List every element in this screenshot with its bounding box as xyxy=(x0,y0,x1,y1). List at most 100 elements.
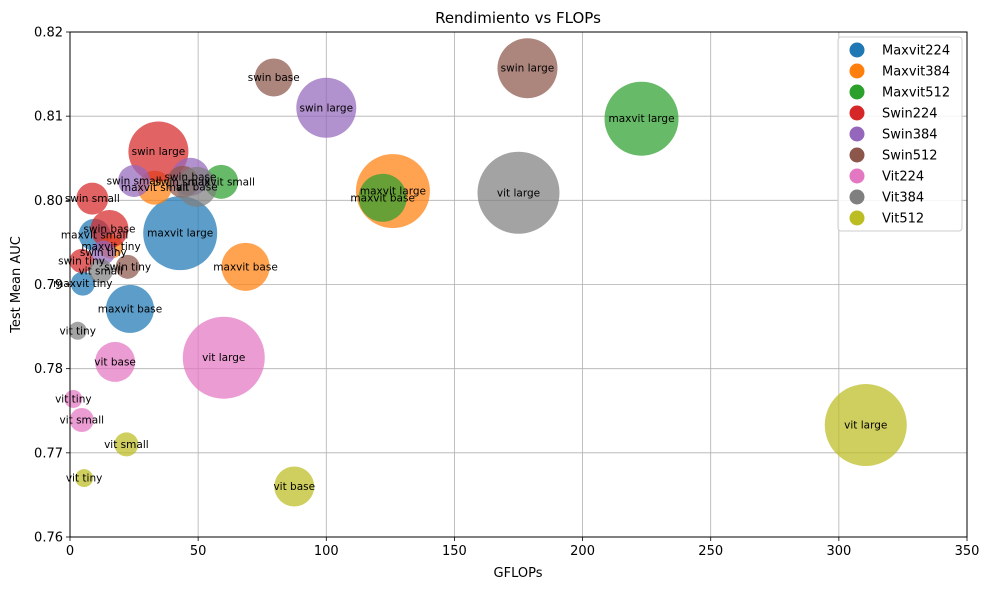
data-label-maxvit512-maxvit-base: maxvit base xyxy=(350,192,415,204)
bubble-vit384-vit-large xyxy=(477,151,560,234)
legend-label-vit384: Vit384 xyxy=(882,191,924,206)
legend-frame xyxy=(837,36,963,232)
data-label-vit384-vit-small: vit small xyxy=(78,266,123,278)
bubble-swin384-swin-large xyxy=(296,77,357,138)
data-label-maxvit384-maxvit-base: maxvit base xyxy=(213,261,278,273)
bubble-vit512-vit-small xyxy=(114,432,139,457)
data-label-swin384-swin-large: swin large xyxy=(299,102,353,114)
legend-marker-maxvit384 xyxy=(849,63,865,79)
data-label-vit512-vit-small: vit small xyxy=(104,439,149,451)
y-tick-label: 0.82 xyxy=(34,26,63,41)
x-tick-label: 200 xyxy=(570,544,595,559)
x-tick-label: 350 xyxy=(955,544,980,559)
bubble-vit384-vit-small xyxy=(88,259,113,284)
legend-label-vit512: Vit512 xyxy=(882,212,924,227)
y-axis-label: Test Mean AUC xyxy=(9,236,24,334)
x-tick-label: 0 xyxy=(66,544,74,559)
legend-label-maxvit512: Maxvit512 xyxy=(882,86,950,101)
data-label-maxvit512-maxvit-large: maxvit large xyxy=(608,113,674,125)
bubble-swin512-swin-large xyxy=(497,38,558,99)
data-label-swin384-swin-tiny: swin tiny xyxy=(80,247,127,259)
legend-marker-vit512 xyxy=(849,210,865,226)
bubble-swin512-swin-base xyxy=(254,58,293,97)
data-label-swin384-swin-small: swin small xyxy=(107,175,162,187)
bubble-swin224-swin-large xyxy=(128,121,189,182)
bubble-swin224-swin-base xyxy=(90,209,129,248)
data-label-maxvit384-maxvit-large: maxvit large xyxy=(360,186,426,198)
bubble-vit224-vit-small xyxy=(69,408,94,433)
bubble-vit224-vit-base xyxy=(95,341,136,382)
bubble-swin512-swin-tiny xyxy=(115,254,140,279)
legend-label-swin224: Swin224 xyxy=(882,107,938,122)
data-label-vit384-vit-large: vit large xyxy=(497,187,540,199)
data-label-swin512-swin-tiny: swin tiny xyxy=(104,261,151,273)
legend-marker-swin224 xyxy=(849,105,865,121)
y-tick-label: 0.76 xyxy=(34,531,63,546)
data-label-maxvit512-maxvit-small: maxvit small xyxy=(187,176,254,188)
y-tick-label: 0.78 xyxy=(34,362,63,377)
axis-ticks: 0 50 100 150 200 250 300 350 0.76 0.77 0.78 0.79 0.8… xyxy=(34,26,979,560)
data-label-swin512-swin-large: swin large xyxy=(501,63,555,75)
bubble-vit224-vit-tiny xyxy=(64,389,83,408)
x-tick-label: 250 xyxy=(698,544,723,559)
data-label-swin384-swin-base: swin base xyxy=(164,171,216,183)
legend-marker-swin512 xyxy=(849,147,865,163)
legend-label-maxvit224: Maxvit224 xyxy=(882,44,950,59)
legend-marker-vit384 xyxy=(849,189,865,205)
data-label-maxvit224-maxvit-base: maxvit base xyxy=(98,303,163,315)
bubble-vit512-vit-large xyxy=(824,384,907,467)
data-label-swin512-swin-small: swin small xyxy=(155,176,210,188)
data-label-vit224-vit-small: vit small xyxy=(60,415,105,427)
bubble-swin224-swin-tiny xyxy=(69,248,94,273)
data-label-swin224-swin-small: swin small xyxy=(65,193,120,205)
x-tick-label: 50 xyxy=(190,544,207,559)
bubble-maxvit512-maxvit-base xyxy=(358,173,407,222)
y-tick-label: 0.80 xyxy=(34,194,63,209)
data-label-maxvit384-maxvit-tiny: maxvit tiny xyxy=(81,241,140,253)
y-tick-label: 0.81 xyxy=(34,110,63,125)
bubble-vit384-vit-base xyxy=(176,166,217,207)
x-tick-label: 300 xyxy=(826,544,851,559)
bubble-vit224-vit-large xyxy=(182,316,265,399)
data-bubbles xyxy=(64,38,907,507)
chart-title: Rendimiento vs FLOPs xyxy=(435,9,601,27)
data-label-vit512-vit-base: vit base xyxy=(273,481,315,493)
data-label-vit512-vit-large: vit large xyxy=(844,420,887,432)
bubble-swin224-swin-small xyxy=(76,182,109,215)
data-label-swin224-swin-base: swin base xyxy=(83,223,135,235)
bubble-maxvit384-maxvit-base xyxy=(221,242,270,291)
legend-label-swin384: Swin384 xyxy=(882,128,938,143)
data-label-swin224-swin-large: swin large xyxy=(132,146,186,158)
bubble-maxvit224-maxvit-base xyxy=(105,284,154,333)
bubble-vit512-vit-base xyxy=(274,466,315,507)
data-label-vit384-vit-tiny: vit tiny xyxy=(59,325,96,337)
legend-marker-swin384 xyxy=(849,126,865,142)
data-label-swin512-swin-base: swin base xyxy=(248,72,300,84)
data-label-vit224-vit-tiny: vit tiny xyxy=(55,393,92,405)
bubble-swin384-swin-small xyxy=(118,164,151,197)
x-tick-label: 100 xyxy=(314,544,339,559)
bubble-maxvit512-maxvit-large xyxy=(604,81,679,156)
data-label-maxvit224-maxvit-small: maxvit small xyxy=(61,229,128,241)
legend-marker-maxvit224 xyxy=(849,42,865,58)
bubble-maxvit224-maxvit-large xyxy=(143,196,218,271)
y-tick-label: 0.79 xyxy=(34,278,63,293)
data-label-vit512-vit-tiny: vit tiny xyxy=(66,473,103,485)
data-label-vit384-vit-base: vit base xyxy=(176,181,218,193)
legend-label-maxvit384: Maxvit384 xyxy=(882,65,950,80)
legend-label-swin512: Swin512 xyxy=(882,149,938,164)
y-tick-label: 0.77 xyxy=(34,446,63,461)
legend-marker-maxvit512 xyxy=(849,84,865,100)
data-label-maxvit224-maxvit-tiny: maxvit tiny xyxy=(53,278,112,290)
bubble-vit512-vit-tiny xyxy=(75,469,94,488)
data-label-maxvit224-maxvit-large: maxvit large xyxy=(147,228,213,240)
data-label-vit224-vit-base: vit base xyxy=(94,356,136,368)
data-label-vit224-vit-large: vit large xyxy=(202,352,245,364)
bubble-maxvit224-maxvit-tiny xyxy=(70,271,95,296)
legend: Maxvit224 Maxvit384 Maxvit512 Swin224 Swin38… xyxy=(837,36,963,232)
bubble-vit384-vit-tiny xyxy=(68,321,87,340)
x-axis-label: GFLOPs xyxy=(494,566,543,581)
